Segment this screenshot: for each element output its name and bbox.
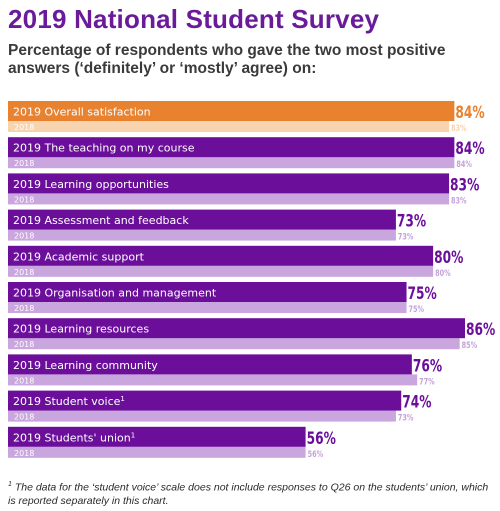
chart-title: 2019 National Student Survey xyxy=(8,4,380,34)
bar-label-2018: 2018 xyxy=(14,340,34,349)
value-label-2018: 83% xyxy=(451,123,467,133)
bar-label-2019: 2019 Learning opportunities xyxy=(13,178,169,191)
footnote-marker: 1 xyxy=(131,431,135,439)
bar-2018 xyxy=(8,446,306,458)
value-label-2018: 75% xyxy=(409,304,425,314)
value-label-2019: 84% xyxy=(455,103,484,123)
footnote: 1 The data for the ‘student voice’ scale… xyxy=(8,478,494,508)
value-label-2019: 74% xyxy=(402,393,431,413)
bar-label-2018: 2018 xyxy=(14,195,34,204)
value-label-2018: 77% xyxy=(419,376,435,386)
bar-label-2018: 2018 xyxy=(14,232,34,241)
bar-2019 xyxy=(8,426,306,447)
chart-subtitle: Percentage of respondents who gave the t… xyxy=(8,42,446,77)
bar-2019 xyxy=(8,354,412,375)
bar-label-2019: 2019 Students' union1 xyxy=(13,431,135,444)
bar-2018 xyxy=(8,338,460,350)
bar-label-2019: 2019 Assessment and feedback xyxy=(13,214,189,227)
bar-label-2019: 2019 The teaching on my course xyxy=(13,142,195,155)
bar-label-2019: 2019 Learning community xyxy=(13,359,158,372)
value-label-2019: 73% xyxy=(397,212,426,232)
bar-2018 xyxy=(8,374,418,386)
bar-label-2018: 2018 xyxy=(14,159,34,168)
bar-2018 xyxy=(8,302,407,313)
value-label-2019: 56% xyxy=(307,429,336,449)
bar-2019 xyxy=(8,209,396,230)
bar-2018 xyxy=(8,410,396,422)
bar-label-2018: 2018 xyxy=(14,123,34,132)
bar-2018 xyxy=(8,157,455,169)
bar-2018 xyxy=(8,193,450,205)
value-label-2018: 85% xyxy=(462,340,478,350)
bar-label-2019: 2019 Overall satisfaction xyxy=(13,106,151,119)
bar-label-2018: 2018 xyxy=(14,268,34,277)
bar-2019 xyxy=(8,101,455,121)
bar-2018 xyxy=(8,229,396,241)
value-label-2019: 84% xyxy=(455,139,484,159)
bar-2018 xyxy=(8,265,434,277)
bar-label-2019: 2019 Academic support xyxy=(13,250,145,263)
value-label-2018: 84% xyxy=(456,159,472,169)
value-label-2019: 76% xyxy=(413,356,442,376)
bar-2019 xyxy=(8,390,402,411)
value-label-2018: 83% xyxy=(451,195,467,205)
bar-2019 xyxy=(8,173,450,194)
bar-label-2019: 2019 Organisation and management xyxy=(13,287,217,300)
value-label-2018: 80% xyxy=(435,268,451,278)
value-label-2019: 86% xyxy=(466,320,495,340)
bar-2019 xyxy=(8,318,465,339)
bar-2018 xyxy=(8,121,450,132)
value-label-2018: 56% xyxy=(308,449,324,459)
bar-chart: 2019 Overall satisfaction201884%83%2019 … xyxy=(8,101,495,459)
bar-2019 xyxy=(8,137,455,158)
value-label-2019: 75% xyxy=(408,284,437,304)
bar-label-2018: 2018 xyxy=(14,304,34,313)
footnote-marker: 1 xyxy=(120,395,124,403)
bar-label-2018: 2018 xyxy=(14,376,34,385)
bar-label-2019: 2019 Learning resources xyxy=(13,323,149,336)
value-label-2018: 73% xyxy=(398,232,414,242)
bar-2019 xyxy=(8,245,434,266)
value-label-2018: 73% xyxy=(398,413,414,423)
footnote-marker: 1 xyxy=(8,481,12,488)
footnote-text: The data for the ‘student voice’ scale d… xyxy=(8,481,489,507)
bar-label-2018: 2018 xyxy=(14,413,34,422)
value-label-2019: 83% xyxy=(450,175,479,195)
bar-2019 xyxy=(8,282,407,302)
value-label-2019: 80% xyxy=(434,248,463,268)
bar-label-2019: 2019 Student voice1 xyxy=(13,395,125,408)
bar-label-2018: 2018 xyxy=(14,449,34,458)
